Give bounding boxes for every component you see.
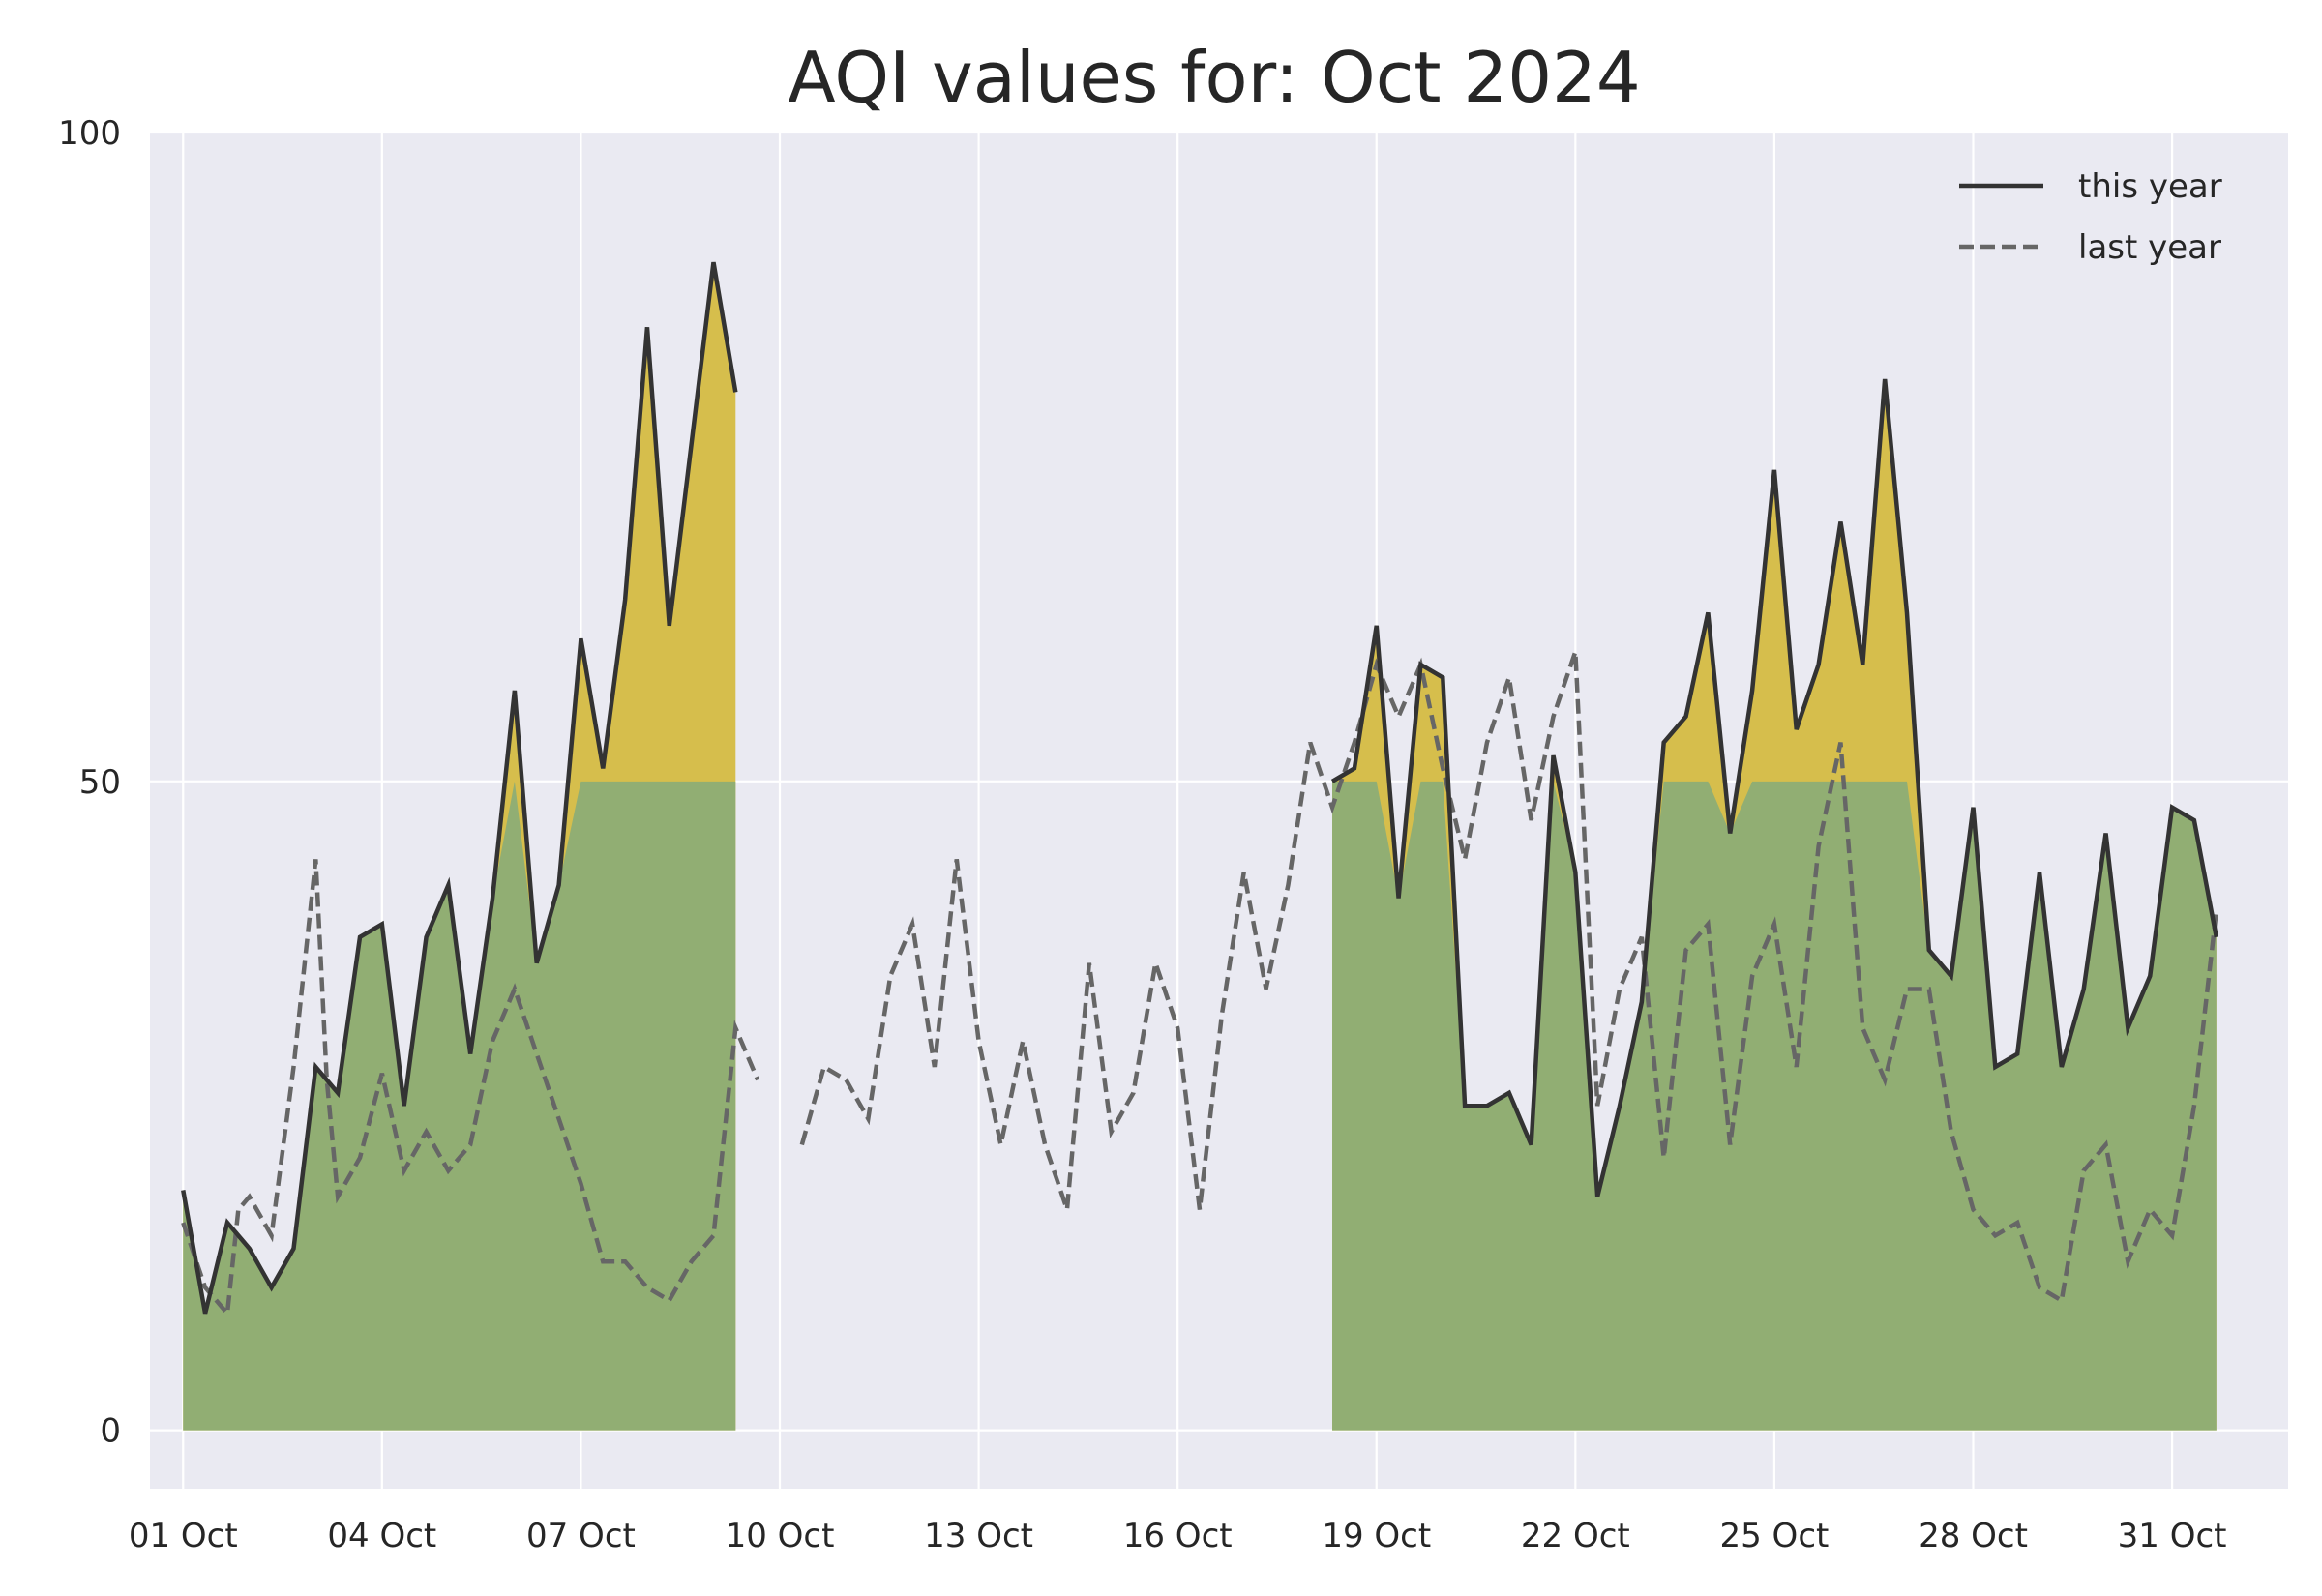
- x-tick-label: 07 Oct: [526, 1517, 636, 1555]
- last-year-line: [181, 859, 760, 1319]
- x-tick-label: 13 Oct: [924, 1517, 1033, 1555]
- x-tick-label: 10 Oct: [726, 1517, 835, 1555]
- good-fill-area: [1332, 781, 2217, 1431]
- this-year-line: [1330, 378, 2218, 1197]
- x-tick-label: 16 Oct: [1123, 1517, 1233, 1555]
- legend-label-this-year: this year: [2078, 167, 2222, 206]
- last-year-line: [799, 650, 2219, 1305]
- y-tick-label: 100: [58, 114, 121, 153]
- aqi-fill-areas: [183, 262, 2217, 1431]
- legend: this year last year: [1959, 167, 2222, 267]
- x-tick-label: 28 Oct: [1919, 1517, 2028, 1555]
- x-tick-label: 22 Oct: [1521, 1517, 1630, 1555]
- x-tick-label: 25 Oct: [1719, 1517, 1829, 1555]
- y-tick-label: 50: [79, 763, 121, 802]
- good-fill-area: [183, 781, 736, 1431]
- x-tick-label: 01 Oct: [129, 1517, 238, 1555]
- x-tick-label: 04 Oct: [327, 1517, 436, 1555]
- chart-title: AQI values for: Oct 2024: [788, 37, 1640, 118]
- this-year-line: [181, 261, 738, 1315]
- y-tick-label: 0: [100, 1412, 121, 1451]
- x-tick-label: 19 Oct: [1322, 1517, 1431, 1555]
- x-tick-label: 31 Oct: [2118, 1517, 2227, 1555]
- series-lines: [181, 261, 2219, 1319]
- legend-label-last-year: last year: [2078, 228, 2221, 267]
- axis-ticks: 01 Oct 04 Oct 07 Oct 10 Oct 13 Oct 16 Oct 19 O…: [58, 114, 2226, 1555]
